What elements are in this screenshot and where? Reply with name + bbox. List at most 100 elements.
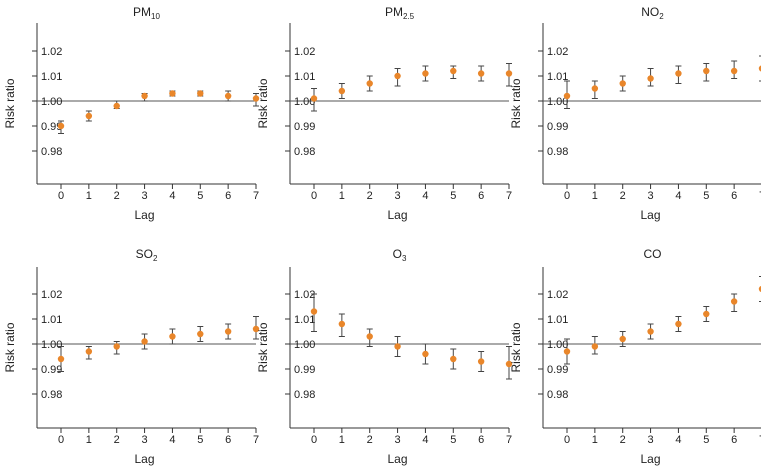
y-tick-label: 0.98 [547, 389, 568, 401]
x-tick-label: 1 [339, 190, 345, 202]
x-tick-label: 5 [450, 434, 456, 446]
y-axis-label: Risk ratio [256, 322, 270, 372]
x-axis-label: Lag [134, 452, 154, 466]
data-point [505, 360, 513, 368]
y-tick-label: 0.99 [547, 121, 568, 133]
x-tick-label: 5 [197, 434, 203, 446]
x-tick-label: 7 [759, 190, 761, 202]
x-tick-label: 3 [142, 434, 148, 446]
data-point [252, 325, 260, 333]
data-point [366, 80, 373, 87]
data-point [310, 308, 318, 315]
x-tick-label: 0 [58, 190, 64, 202]
y-tick-label: 1.01 [294, 71, 315, 83]
y-tick-label: 1.01 [41, 314, 62, 326]
panel-no2: NO2 0.98 0.99 1.00 1.01 1.02 0 1 2 3 4 5 6 7 Lag Risk r… [509, 5, 761, 222]
data-point [647, 328, 654, 335]
data-point [85, 348, 93, 355]
y-axis-label: Risk ratio [3, 78, 17, 128]
y-tick-label: 1.00 [294, 339, 315, 351]
data-point [450, 355, 457, 363]
y-tick-label: 1.01 [41, 71, 62, 83]
x-tick-label: 4 [169, 434, 175, 446]
y-tick-label: 0.98 [294, 146, 315, 158]
data-point [730, 298, 738, 305]
data-point [591, 343, 599, 350]
x-tick-label: 7 [759, 434, 761, 446]
x-tick-label: 0 [58, 434, 64, 446]
x-tick-label: 4 [675, 434, 681, 446]
x-tick-label: 1 [592, 190, 598, 202]
x-axis-label: Lag [387, 452, 407, 466]
panel-title: O3 [393, 247, 407, 263]
data-point [647, 75, 654, 82]
x-tick-label: 2 [367, 190, 373, 202]
x-tick-label: 7 [506, 190, 512, 202]
data-point [758, 285, 761, 293]
panel-pm10: PM10 0.98 0.99 1.00 1.01 1.02 0 1 2 3 4 5 6 7 Lag Risk … [3, 5, 260, 222]
panel-title: SO2 [136, 247, 158, 263]
data-point [338, 87, 346, 95]
data-point [675, 70, 682, 77]
x-tick-label: 0 [311, 190, 317, 202]
x-tick-label: 3 [395, 434, 401, 446]
x-tick-label: 1 [592, 434, 598, 446]
x-tick-label: 4 [422, 434, 428, 446]
x-tick-label: 7 [506, 434, 512, 446]
y-tick-label: 0.98 [294, 389, 315, 401]
x-tick-label: 3 [648, 434, 654, 446]
x-axis-label: Lag [640, 208, 660, 222]
x-tick-label: 6 [731, 434, 737, 446]
x-tick-label: 5 [450, 190, 456, 202]
y-tick-label: 1.00 [41, 339, 62, 351]
x-tick-label: 0 [311, 434, 317, 446]
y-axis-label: Risk ratio [509, 78, 523, 128]
data-point [197, 330, 204, 338]
data-point [197, 90, 204, 97]
y-tick-label: 0.99 [41, 121, 62, 133]
y-axis-label: Risk ratio [509, 322, 523, 372]
x-tick-label: 4 [675, 190, 681, 202]
x-tick-label: 6 [225, 434, 231, 446]
data-point [310, 95, 318, 102]
data-point [450, 67, 457, 75]
y-tick-label: 0.99 [547, 364, 568, 376]
data-point [57, 122, 65, 130]
data-point [619, 335, 626, 343]
y-tick-label: 1.01 [294, 314, 315, 326]
x-tick-label: 2 [620, 434, 626, 446]
y-tick-label: 0.98 [41, 146, 62, 158]
y-tick-label: 0.98 [41, 389, 62, 401]
data-point [422, 350, 429, 358]
y-tick-label: 0.98 [547, 146, 568, 158]
x-tick-label: 1 [339, 434, 345, 446]
data-point [758, 65, 761, 72]
data-point [113, 102, 120, 110]
x-tick-label: 1 [86, 190, 92, 202]
data-point [169, 90, 176, 97]
x-axis-label: Lag [640, 452, 660, 466]
x-tick-label: 5 [703, 190, 709, 202]
data-point [563, 92, 571, 100]
y-tick-label: 1.00 [294, 96, 315, 108]
x-tick-label: 4 [422, 190, 428, 202]
data-point [730, 67, 738, 75]
x-tick-label: 6 [478, 434, 484, 446]
y-tick-label: 1.02 [41, 289, 62, 301]
y-tick-label: 1.02 [294, 46, 315, 58]
data-point [141, 338, 148, 345]
data-point [224, 92, 232, 100]
x-tick-label: 4 [169, 190, 175, 202]
data-point [675, 320, 682, 328]
panel-co: CO 0.98 0.99 1.00 1.01 1.02 0 1 2 3 4 5 6 7 Lag Risk ra… [509, 247, 761, 466]
y-tick-label: 1.01 [547, 314, 568, 326]
data-point [422, 70, 429, 77]
y-tick-label: 1.02 [41, 46, 62, 58]
y-tick-label: 0.99 [294, 364, 315, 376]
data-point [703, 67, 710, 75]
data-point [477, 358, 485, 365]
x-axis-label: Lag [387, 208, 407, 222]
data-point [57, 355, 65, 363]
